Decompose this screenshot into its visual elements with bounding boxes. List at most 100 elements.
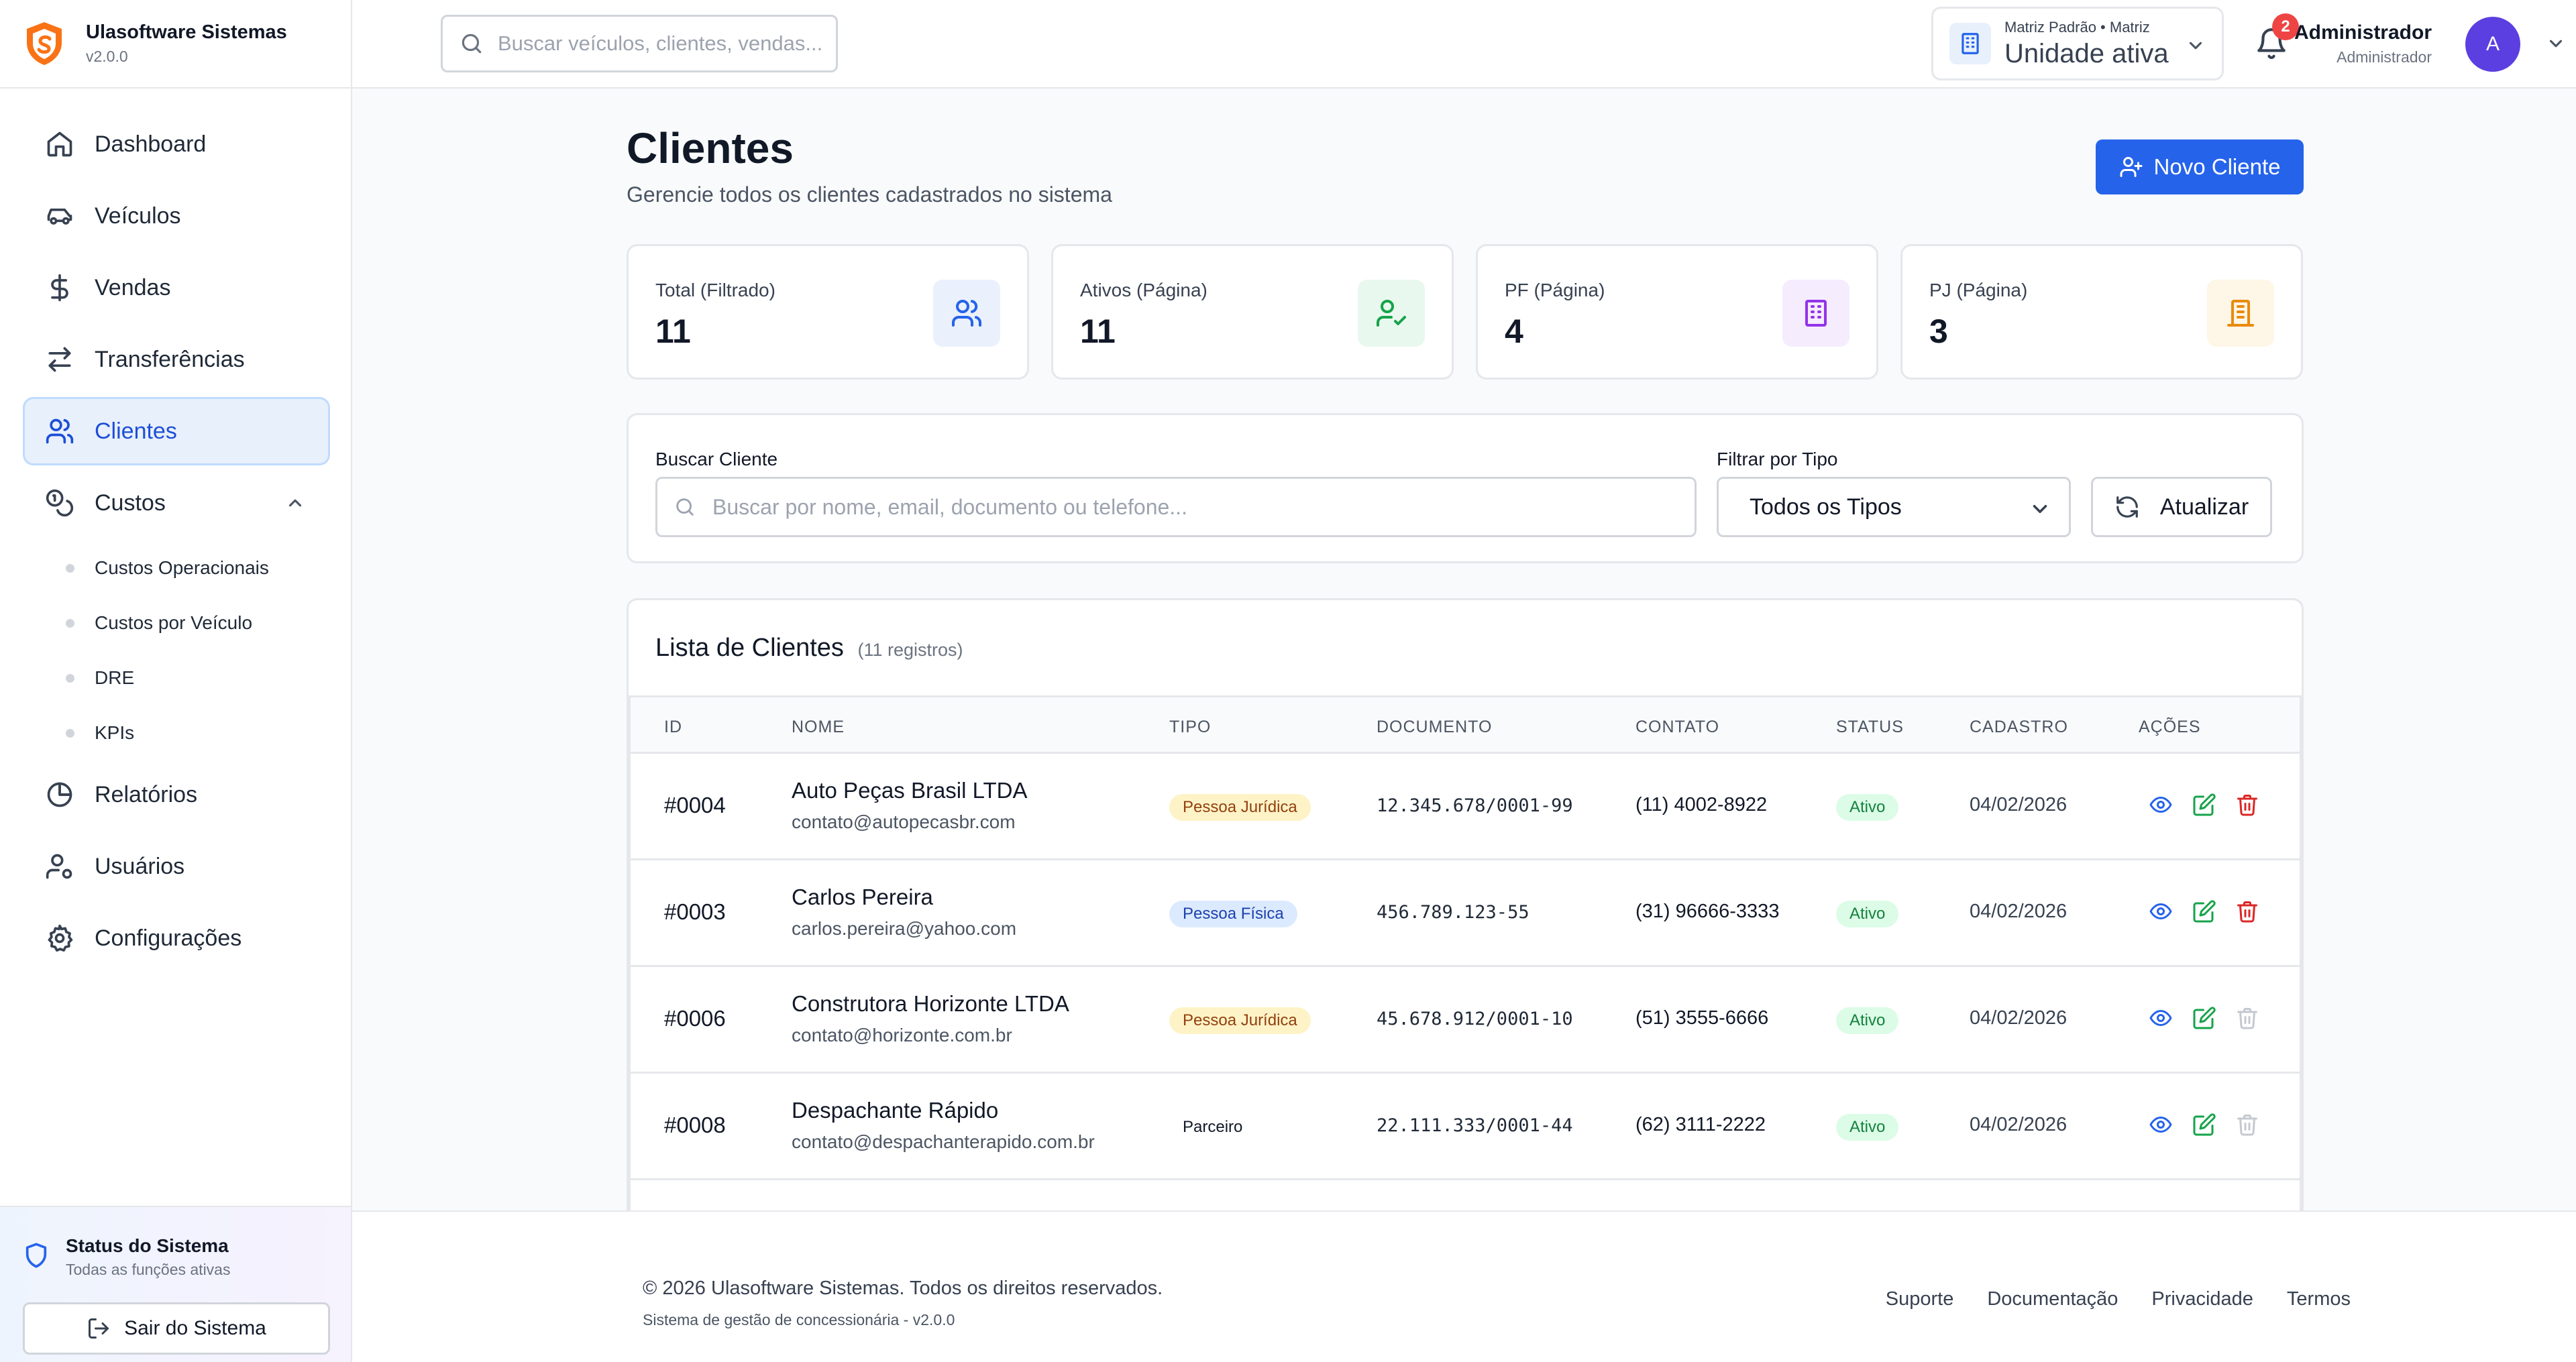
sidebar-item-vendas[interactable]: Vendas	[23, 253, 330, 322]
global-search[interactable]	[441, 15, 838, 72]
column-header-documento[interactable]: DOCUMENTO	[1377, 718, 1493, 736]
stat-value: 11	[1080, 313, 1116, 350]
trash-icon[interactable]	[2235, 899, 2259, 923]
users-icon	[933, 280, 1000, 347]
list-title: Lista de Clientes (11 registros)	[655, 634, 963, 663]
arrows-icon	[48, 347, 71, 372]
sidebar-item-label: Veículos	[95, 203, 181, 229]
sidebar-item-transferencias[interactable]: Transferências	[23, 325, 330, 394]
column-header-nome[interactable]: NOME	[792, 718, 845, 736]
footer-link-suporte[interactable]: Suporte	[1885, 1288, 1954, 1310]
column-header-id[interactable]: ID	[664, 718, 682, 736]
type-badge: Pessoa Jurídica	[1169, 1007, 1311, 1034]
page-footer: © 2026 Ulasoftware Sistemas. Todos os di…	[352, 1210, 2576, 1362]
table-row[interactable]: #0008 Despachante Rápido contato@despach…	[631, 1074, 2300, 1180]
list-title-text: Lista de Clientes	[655, 634, 844, 662]
search-client-label: Buscar Cliente	[655, 449, 778, 469]
sidebar-item-label: Configurações	[95, 925, 242, 951]
sidebar-item-clientes[interactable]: Clientes	[23, 397, 330, 465]
column-header-tipo[interactable]: TIPO	[1169, 718, 1212, 736]
cell-id: #0006	[664, 1006, 726, 1031]
eye-icon[interactable]	[2149, 793, 2173, 817]
sidebar-subitem-label: KPIs	[95, 722, 135, 743]
unit-selector[interactable]: Matriz Padrão • Matriz Unidade ativa	[1931, 7, 2224, 80]
top-header: Matriz Padrão • Matriz Unidade ativa 2 A…	[352, 0, 2576, 89]
column-header-acoes: AÇÕES	[2139, 718, 2201, 736]
stat-card-total: Total (Filtrado) 11	[627, 244, 1029, 380]
eye-icon[interactable]	[2149, 899, 2173, 923]
cell-created: 04/02/2026	[1970, 1007, 2068, 1029]
edit-icon[interactable]	[2192, 793, 2216, 817]
edit-icon[interactable]	[2192, 1006, 2216, 1030]
sidebar-item-dashboard[interactable]: Dashboard	[23, 110, 330, 178]
sidebar-subitem-custos-por-veiculo[interactable]: Custos por Veículo	[23, 595, 330, 650]
client-search-input[interactable]	[712, 494, 1685, 520]
table-row[interactable]: #0004 Auto Peças Brasil LTDA contato@aut…	[631, 754, 2300, 860]
cell-id: #0003	[664, 899, 726, 924]
refresh-label: Atualizar	[2159, 494, 2249, 520]
new-client-button[interactable]: Novo Cliente	[2096, 139, 2304, 194]
refresh-button[interactable]: Atualizar	[2091, 477, 2272, 537]
cell-document: 45.678.912/0001-10	[1377, 1009, 1573, 1029]
type-filter-select[interactable]: Todos os Tipos	[1717, 477, 2071, 537]
avatar[interactable]: A	[2465, 17, 2520, 72]
table-row[interactable]: #0003 Carlos Pereira carlos.pereira@yaho…	[631, 860, 2300, 967]
logout-button[interactable]: Sair do Sistema	[23, 1302, 330, 1355]
sidebar-item-relatorios[interactable]: Relatórios	[23, 760, 330, 829]
brand: Ulasoftware Sistemas v2.0.0	[0, 0, 351, 89]
user-name: Administrador	[2294, 21, 2432, 44]
footer-subtitle: Sistema de gestão de concessionária - v2…	[643, 1311, 955, 1328]
search-icon	[676, 498, 694, 516]
trash-icon[interactable]	[2235, 793, 2259, 817]
sidebar-item-configuracoes[interactable]: Configurações	[23, 904, 330, 972]
stat-card-pj: PJ (Página) 3	[1900, 244, 2303, 380]
sidebar-item-veiculos[interactable]: Veículos	[23, 182, 330, 250]
user-check-icon	[1358, 280, 1425, 347]
cell-id: #0008	[664, 1113, 726, 1137]
unit-label: Unidade ativa	[2004, 38, 2169, 68]
cell-contact: (51) 3555-6666	[1635, 1007, 1769, 1029]
column-header-cadastro[interactable]: CADASTRO	[1970, 718, 2068, 736]
bell-icon[interactable]	[2255, 27, 2288, 60]
sidebar-subitem-dre[interactable]: DRE	[23, 650, 330, 705]
clients-list-card: Lista de Clientes (11 registros) ID NOME…	[627, 598, 2304, 1269]
sidebar-item-label: Relatórios	[95, 781, 198, 807]
car-icon	[47, 209, 72, 225]
cell-email: contato@horizonte.com.br	[792, 1025, 1012, 1045]
client-search[interactable]	[655, 477, 1697, 537]
sidebar-item-usuarios[interactable]: Usuários	[23, 832, 330, 901]
stat-label: Ativos (Página)	[1080, 280, 1208, 300]
edit-icon[interactable]	[2192, 1113, 2216, 1137]
sidebar-subitem-kpis[interactable]: KPIs	[23, 705, 330, 760]
footer-link-privacidade[interactable]: Privacidade	[2151, 1288, 2253, 1310]
status-badge: Ativo	[1836, 1007, 1899, 1034]
shield-logo-icon	[27, 22, 62, 65]
column-header-contato[interactable]: CONTATO	[1635, 718, 1720, 736]
sidebar-item-custos[interactable]: Custos	[23, 469, 330, 537]
chevron-up-icon[interactable]	[285, 493, 305, 513]
global-search-input[interactable]	[498, 32, 826, 56]
page-subtitle: Gerencie todos os clientes cadastrados n…	[627, 182, 1112, 207]
chevron-down-icon	[2033, 504, 2047, 514]
type-filter-value: Todos os Tipos	[1750, 494, 1902, 520]
eye-icon[interactable]	[2149, 1113, 2173, 1137]
sidebar-subitem-custos-operacionais[interactable]: Custos Operacionais	[23, 541, 330, 595]
footer-copyright: © 2026 Ulasoftware Sistemas. Todos os di…	[643, 1278, 1163, 1299]
column-header-status[interactable]: STATUS	[1836, 718, 1904, 736]
main-content: Clientes Gerencie todos os clientes cada…	[352, 89, 2576, 1362]
footer-link-documentacao[interactable]: Documentação	[1987, 1288, 2118, 1310]
unit-name: Matriz Padrão • Matriz	[2004, 18, 2150, 36]
chevron-down-icon[interactable]	[2546, 34, 2566, 54]
sidebar-subitem-label: Custos Operacionais	[95, 557, 269, 578]
status-badge: Ativo	[1836, 1114, 1899, 1141]
footer-link-termos[interactable]: Termos	[2286, 1288, 2351, 1310]
stat-value: 3	[1929, 313, 1948, 350]
edit-icon[interactable]	[2192, 899, 2216, 923]
cell-created: 04/02/2026	[1970, 1114, 2068, 1135]
system-status-subtitle: Todas as funções ativas	[66, 1261, 231, 1278]
stat-value: 11	[655, 313, 691, 350]
sidebar-item-label: Dashboard	[95, 131, 207, 157]
eye-icon[interactable]	[2149, 1006, 2173, 1030]
user-plus-icon	[2120, 157, 2143, 177]
table-row[interactable]: #0006 Construtora Horizonte LTDA contato…	[631, 967, 2300, 1074]
